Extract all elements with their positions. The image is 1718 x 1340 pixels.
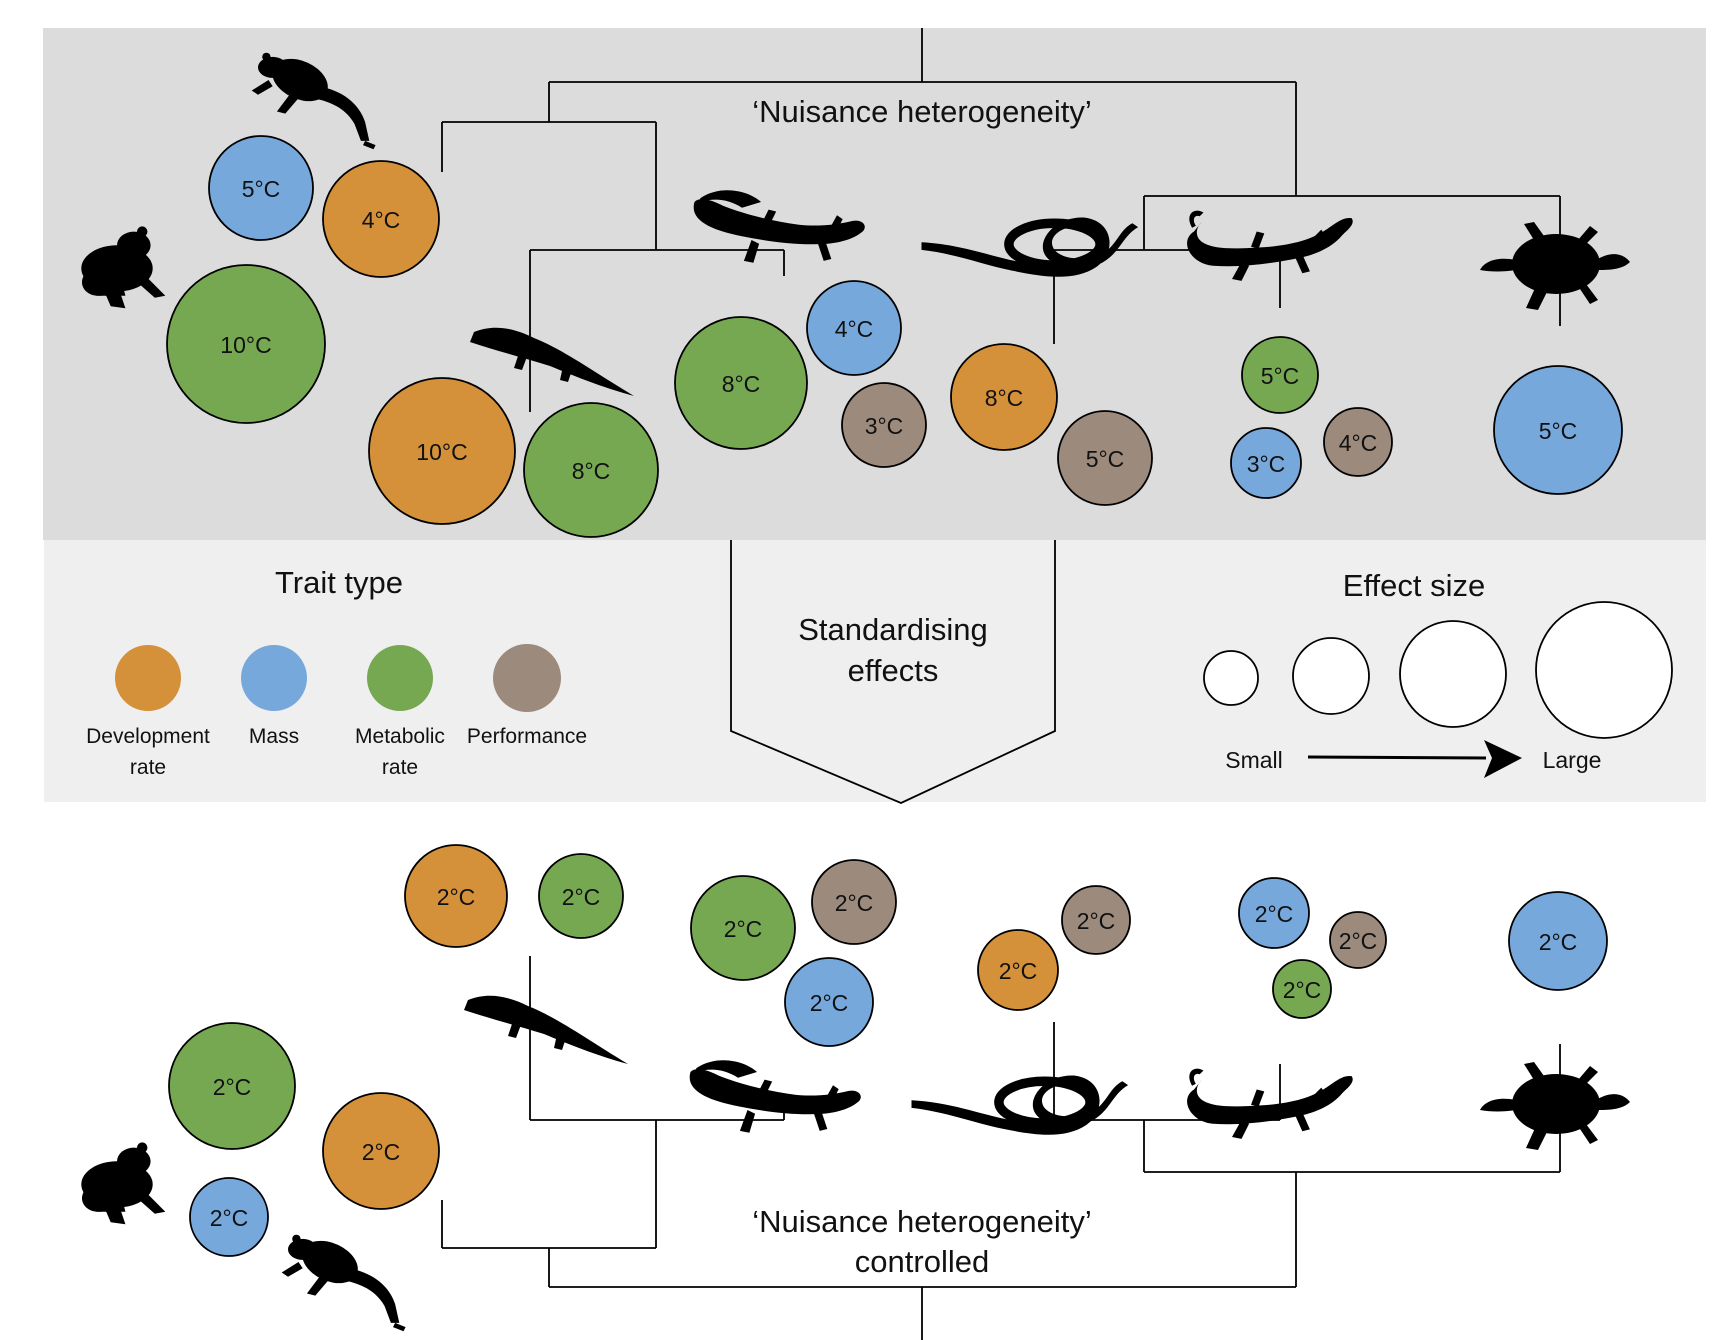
top-bubble-development <box>950 343 1058 451</box>
frog-icon <box>281 1232 406 1332</box>
crocodile-icon <box>464 995 628 1064</box>
effect-size-title: Effect size <box>1343 568 1485 603</box>
top-bubble-label: 5°C <box>242 176 281 202</box>
bottom-bubble-label: 2°C <box>437 884 476 910</box>
large-label: Large <box>1543 747 1602 773</box>
top-bubble-label: 5°C <box>1539 418 1578 444</box>
top-phylogeny-tree <box>441 28 1561 412</box>
bottom-bubble-label: 2°C <box>1255 901 1294 927</box>
top-bubble-label: 3°C <box>1247 451 1286 477</box>
legend-label-development: Development <box>86 725 210 748</box>
bottom-phylogeny-tree <box>441 956 1561 1340</box>
top-bubble-metabolic <box>1241 336 1319 414</box>
bottom-bubble-metabolic <box>1272 959 1332 1019</box>
bottom-bubble-label: 2°C <box>562 884 601 910</box>
top-bubble-metabolic <box>674 316 808 450</box>
top-bubble-performance <box>1323 407 1393 477</box>
arrow-label-line2: effects <box>848 653 939 688</box>
effect-circle-largest <box>1535 601 1673 739</box>
bottom-bubble-label: 2°C <box>213 1074 252 1100</box>
top-bubble-performance <box>841 382 927 468</box>
bottom-bubble-mass <box>1238 877 1310 949</box>
top-bubble-performance <box>1057 410 1153 506</box>
trait-type-title: Trait type <box>275 565 403 600</box>
arrow-label-line1: Standardising <box>798 612 988 647</box>
top-bubble-label: 10°C <box>416 439 467 465</box>
bottom-title-line1: ‘Nuisance heterogeneity’ <box>752 1204 1092 1239</box>
bottom-bubble-mass <box>1508 891 1608 991</box>
legend-swatch-metabolic <box>367 645 433 711</box>
top-bubble-label: 4°C <box>1339 430 1378 456</box>
bottom-bubble-metabolic <box>690 875 796 981</box>
top-bubble-label: 4°C <box>835 316 874 342</box>
bottom-bubble-label: 2°C <box>1339 928 1378 954</box>
salamander-icon <box>689 1060 861 1133</box>
top-bubble-label: 5°C <box>1261 363 1300 389</box>
top-bubble-metabolic <box>166 264 326 424</box>
top-title: ‘Nuisance heterogeneity’ <box>752 94 1092 129</box>
bottom-bubble-label: 2°C <box>1283 977 1322 1003</box>
bottom-bubble-label: 2°C <box>999 958 1038 984</box>
bottom-bubble-label: 2°C <box>835 890 874 916</box>
bottom-bubble-development <box>322 1092 440 1210</box>
legend-label-performance: Performance <box>467 725 587 748</box>
top-bubble-metabolic <box>523 402 659 538</box>
top-bubble-label: 5°C <box>1086 446 1125 472</box>
legend-swatch-mass <box>241 645 307 711</box>
bottom-bubble-label: 2°C <box>210 1205 249 1231</box>
bottom-title-line2: controlled <box>855 1244 989 1279</box>
effect-size-legend <box>1203 601 1673 739</box>
top-bubble-mass <box>806 280 902 376</box>
legend-label-metabolic-line2: rate <box>382 756 418 779</box>
effect-circle-large <box>1399 620 1507 728</box>
effect-circle-medium <box>1292 637 1370 715</box>
bottom-bubble-performance <box>1061 885 1131 955</box>
top-bubble-label: 8°C <box>985 385 1024 411</box>
trait-legend: Development rate Mass Metabolic rate Per… <box>86 644 587 779</box>
bottom-bubble-label: 2°C <box>362 1139 401 1165</box>
toad-icon <box>81 1142 166 1225</box>
legend-swatch-performance <box>493 644 561 712</box>
bottom-bubbles: 2°C 2°C 2°C 2°C 2°C 2°C 2°C 2°C 2°C 2°C … <box>168 844 1608 1257</box>
top-bubble-label: 4°C <box>362 207 401 233</box>
bottom-bubble-label: 2°C <box>810 990 849 1016</box>
turtle-icon <box>1480 1062 1630 1150</box>
bottom-bubble-label: 2°C <box>1539 929 1578 955</box>
top-bubble-label: 10°C <box>220 332 271 358</box>
bottom-bubble-metabolic <box>168 1022 296 1150</box>
top-bubble-development <box>368 377 516 525</box>
bottom-bubble-metabolic <box>538 853 624 939</box>
bottom-bubble-mass <box>189 1177 269 1257</box>
effect-circle-small <box>1203 650 1259 706</box>
bottom-bubble-development <box>977 929 1059 1011</box>
top-bubble-mass <box>208 135 314 241</box>
legend-swatch-development <box>115 645 181 711</box>
standardising-arrow <box>730 540 1056 804</box>
legend-label-development-line2: rate <box>130 756 166 779</box>
legend-label-metabolic: Metabolic <box>355 725 445 748</box>
top-bubble-mass <box>1493 365 1623 495</box>
snake-icon <box>912 1076 1129 1135</box>
bottom-bubble-development <box>404 844 508 948</box>
top-bubble-label: 8°C <box>572 458 611 484</box>
top-bubble-mass <box>1230 427 1302 499</box>
top-bubbles: 5°C 4°C 10°C 10°C 8°C 8°C 4°C 3°C 8°C 5°… <box>166 135 1623 538</box>
legend-label-mass: Mass <box>249 725 299 748</box>
effect-arrow-head <box>1484 740 1522 778</box>
bottom-bubble-label: 2°C <box>724 916 763 942</box>
bottom-bubble-performance <box>811 859 897 945</box>
bottom-bubble-performance <box>1329 911 1387 969</box>
effect-arrow-line <box>1307 755 1487 760</box>
top-bubble-label: 3°C <box>865 413 904 439</box>
top-bubble-label: 8°C <box>722 371 761 397</box>
bottom-bubble-mass <box>784 957 874 1047</box>
bottom-bubble-label: 2°C <box>1077 908 1116 934</box>
lizard-icon <box>1187 1068 1353 1139</box>
top-bubble-development <box>322 160 440 278</box>
small-label: Small <box>1225 747 1283 773</box>
